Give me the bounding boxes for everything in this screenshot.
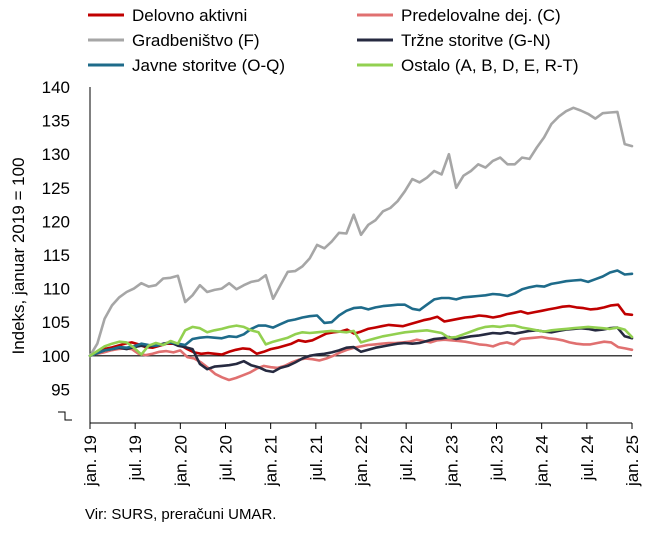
series-line-gradbeni-tvo-f — [88, 106, 634, 358]
x-tick-label: jan. 22 — [352, 435, 371, 487]
x-tick-label: jul. 21 — [307, 435, 326, 481]
x-tick-label: jan. 24 — [533, 435, 552, 487]
x-tick-label: jan. 20 — [171, 435, 190, 487]
legend-label: Delovno aktivni — [132, 6, 247, 25]
chart-legend: Delovno aktivni Predelovalne dej. (C) Grad… — [88, 6, 579, 75]
x-tick-label: jan. 25 — [623, 435, 642, 487]
y-tick-label: 130 — [42, 145, 70, 164]
series-line-ostalo-a-b-d-e-r-t — [88, 324, 634, 358]
legend-label: Ostalo (A, B, D, E, R-T) — [401, 56, 579, 75]
plot-area: 95 100 105 110 115 120 125 130 135 140 jan. 19 jul.… — [42, 78, 642, 487]
x-tick-label: jan. 21 — [262, 435, 281, 487]
x-tick-label: jul. 24 — [578, 435, 597, 481]
y-axis-title: Indeks, januar 2019 = 100 — [9, 157, 28, 354]
x-tick-label: jul. 23 — [488, 435, 507, 481]
y-tick-label: 100 — [42, 347, 70, 366]
series-line-tr-ne-storitve-g-n — [88, 326, 634, 374]
x-tick-label: jul. 19 — [126, 435, 145, 481]
series-line-javne-storitve-o-q — [88, 269, 634, 358]
y-tick-label: 140 — [42, 78, 70, 97]
source-note: Vir: SURS, preračuni UMAR. — [85, 506, 277, 523]
x-tick-label: jul. 22 — [397, 435, 416, 481]
legend-label: Tržne storitve (G-N) — [401, 31, 551, 50]
y-tick-label: 110 — [43, 280, 70, 299]
y-tick-label: 125 — [42, 179, 70, 198]
y-tick-label: 120 — [42, 212, 70, 231]
axis-break-mark — [58, 411, 72, 421]
y-tick-label: 135 — [42, 112, 70, 131]
legend-label: Gradbeništvo (F) — [132, 31, 260, 50]
x-tick-label: jan. 23 — [442, 435, 461, 487]
series-line-predelovalne-dej-c — [88, 335, 634, 382]
x-tick-label: jul. 20 — [217, 435, 236, 481]
y-tick-label: 105 — [42, 313, 70, 332]
legend-label: Predelovalne dej. (C) — [401, 6, 561, 25]
x-tick-label: jan. 19 — [81, 435, 100, 487]
y-tick-label: 115 — [43, 246, 70, 265]
y-tick-label: 95 — [51, 380, 70, 399]
legend-label: Javne storitve (O-Q) — [132, 56, 285, 75]
